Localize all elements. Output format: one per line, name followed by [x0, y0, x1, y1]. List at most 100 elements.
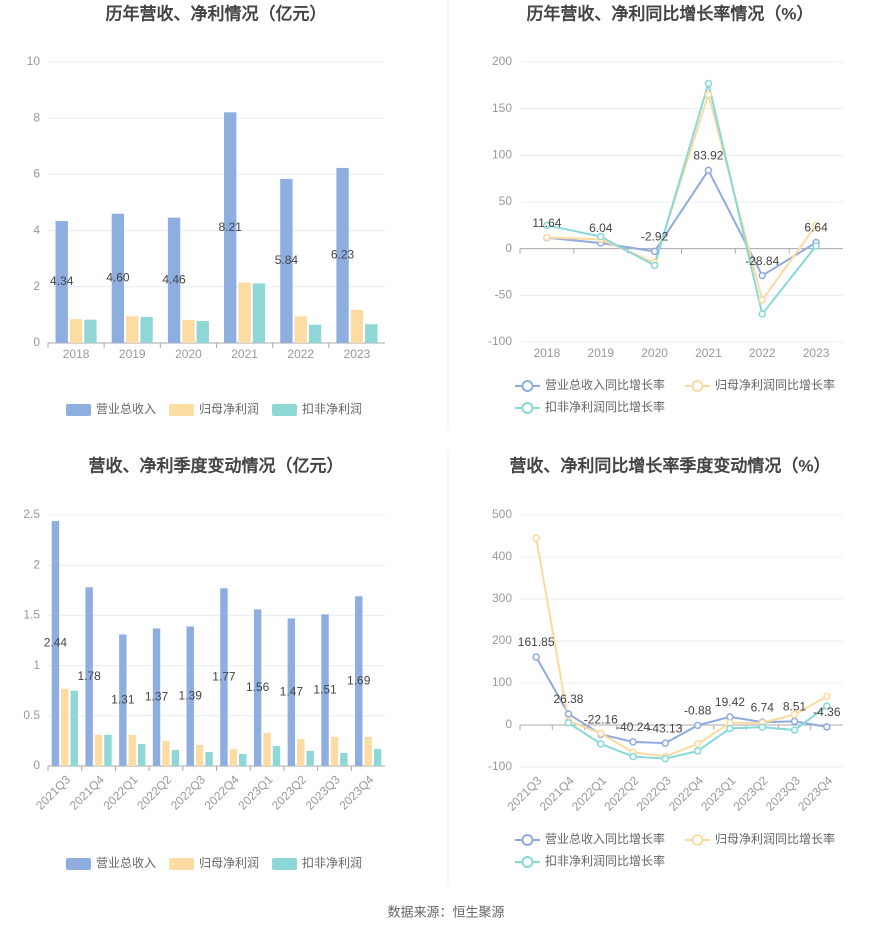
legend-swatch: [66, 858, 91, 870]
x-tick-label: 2021Q3: [504, 773, 544, 813]
bar: [111, 213, 125, 343]
point: [790, 710, 799, 719]
legend-swatch: [272, 858, 297, 870]
value-label: 1.78: [77, 669, 101, 683]
bar: [280, 178, 293, 343]
value-label: 4.60: [106, 271, 130, 285]
value-label: 1.37: [145, 689, 169, 703]
value-label: 5.84: [275, 253, 299, 267]
y-tick-label: 0: [33, 758, 40, 772]
x-tick-label: 2021Q4: [537, 773, 577, 813]
bar: [162, 740, 170, 766]
x-tick-label: 2021Q4: [67, 772, 107, 812]
y-tick-label: 2.5: [23, 507, 40, 521]
legend-label: 归母净利润同比增长率: [715, 377, 835, 392]
x-tick-label: 2020: [641, 346, 668, 360]
bar: [137, 743, 146, 766]
point: [543, 233, 551, 242]
point: [650, 261, 659, 270]
x-tick-label: 2022Q2: [134, 772, 174, 812]
y-tick-label: 200: [492, 633, 512, 647]
value-label: -28.84: [745, 254, 779, 268]
value-label: 1.39: [179, 688, 203, 702]
point: [758, 723, 766, 731]
point: [704, 166, 713, 175]
point: [704, 79, 713, 88]
y-tick-label: 0: [505, 241, 512, 255]
point: [790, 717, 799, 726]
legend-swatch: [66, 404, 91, 416]
legend-label: 归母净利润: [199, 856, 259, 870]
bar: [336, 167, 349, 343]
y-tick-label: 500: [492, 507, 512, 521]
bar: [94, 734, 103, 766]
legend-label: 扣非净利润: [302, 402, 362, 416]
value-label: 161.85: [518, 635, 555, 649]
x-tick-label: 2019: [587, 346, 614, 360]
value-label: 1.51: [313, 682, 337, 696]
bar: [140, 316, 153, 343]
point: [693, 747, 702, 755]
x-tick-label: 2022Q3: [634, 773, 674, 813]
x-tick-label: 2022Q4: [202, 772, 242, 812]
x-tick-label: 2023: [344, 347, 371, 361]
value-label: 11.64: [532, 216, 561, 230]
bar: [128, 734, 136, 766]
point: [812, 242, 820, 250]
y-tick-label: 1: [33, 658, 40, 672]
point: [823, 723, 831, 731]
point: [823, 692, 831, 701]
y-tick-label: 100: [492, 148, 512, 162]
value-label: 19.42: [715, 695, 745, 709]
legend-label: 扣非净利润: [302, 856, 362, 870]
bar: [195, 744, 204, 766]
y-tick-label: 0: [33, 335, 40, 349]
point: [597, 740, 605, 748]
point: [661, 754, 670, 763]
legend-label: 营业总收入: [96, 402, 156, 416]
legend-marker: [521, 380, 534, 392]
bar: [61, 688, 69, 766]
y-tick-label: 10: [27, 54, 41, 68]
point: [758, 310, 766, 318]
source: 数据来源：恒生聚源: [387, 904, 504, 919]
x-tick-label: 2023Q3: [763, 773, 803, 813]
y-tick-label: 100: [492, 675, 512, 689]
bar: [340, 752, 348, 766]
x-tick-label: 2022Q1: [101, 772, 141, 812]
x-tick-label: 2021: [695, 346, 722, 360]
value-label: -0.88: [684, 704, 712, 718]
legend-swatch: [272, 404, 297, 416]
legend-swatch: [169, 858, 194, 870]
legend-marker: [521, 402, 534, 414]
x-tick-label: 2021: [231, 347, 258, 361]
y-tick-label: 400: [492, 549, 512, 563]
point: [650, 247, 659, 256]
bar: [263, 732, 271, 766]
y-tick-label: 0.5: [23, 708, 40, 722]
value-label: 4.34: [50, 274, 74, 288]
x-tick-label: 2023Q3: [303, 772, 343, 812]
y-tick-label: -50: [495, 288, 513, 302]
legend-label: 营业总收入同比增长率: [545, 377, 665, 392]
line: [546, 168, 817, 278]
legend-label: 归母净利润同比增长率: [715, 831, 835, 846]
bar: [287, 618, 296, 766]
bar: [308, 324, 322, 343]
bar: [239, 753, 247, 766]
bar: [85, 587, 93, 766]
x-tick-label: 2018: [534, 346, 561, 360]
bar: [253, 609, 262, 766]
bar: [306, 750, 314, 766]
point: [812, 221, 820, 230]
legend-label: 营业总收入同比增长率: [545, 831, 665, 846]
bar: [294, 316, 307, 343]
point: [704, 90, 713, 99]
x-tick-label: 2022: [749, 346, 776, 360]
value-label: -40.24: [616, 720, 650, 734]
point: [597, 729, 605, 738]
point: [564, 710, 573, 718]
bar: [167, 217, 181, 343]
x-tick-label: 2023Q1: [235, 772, 275, 812]
point: [758, 271, 766, 280]
